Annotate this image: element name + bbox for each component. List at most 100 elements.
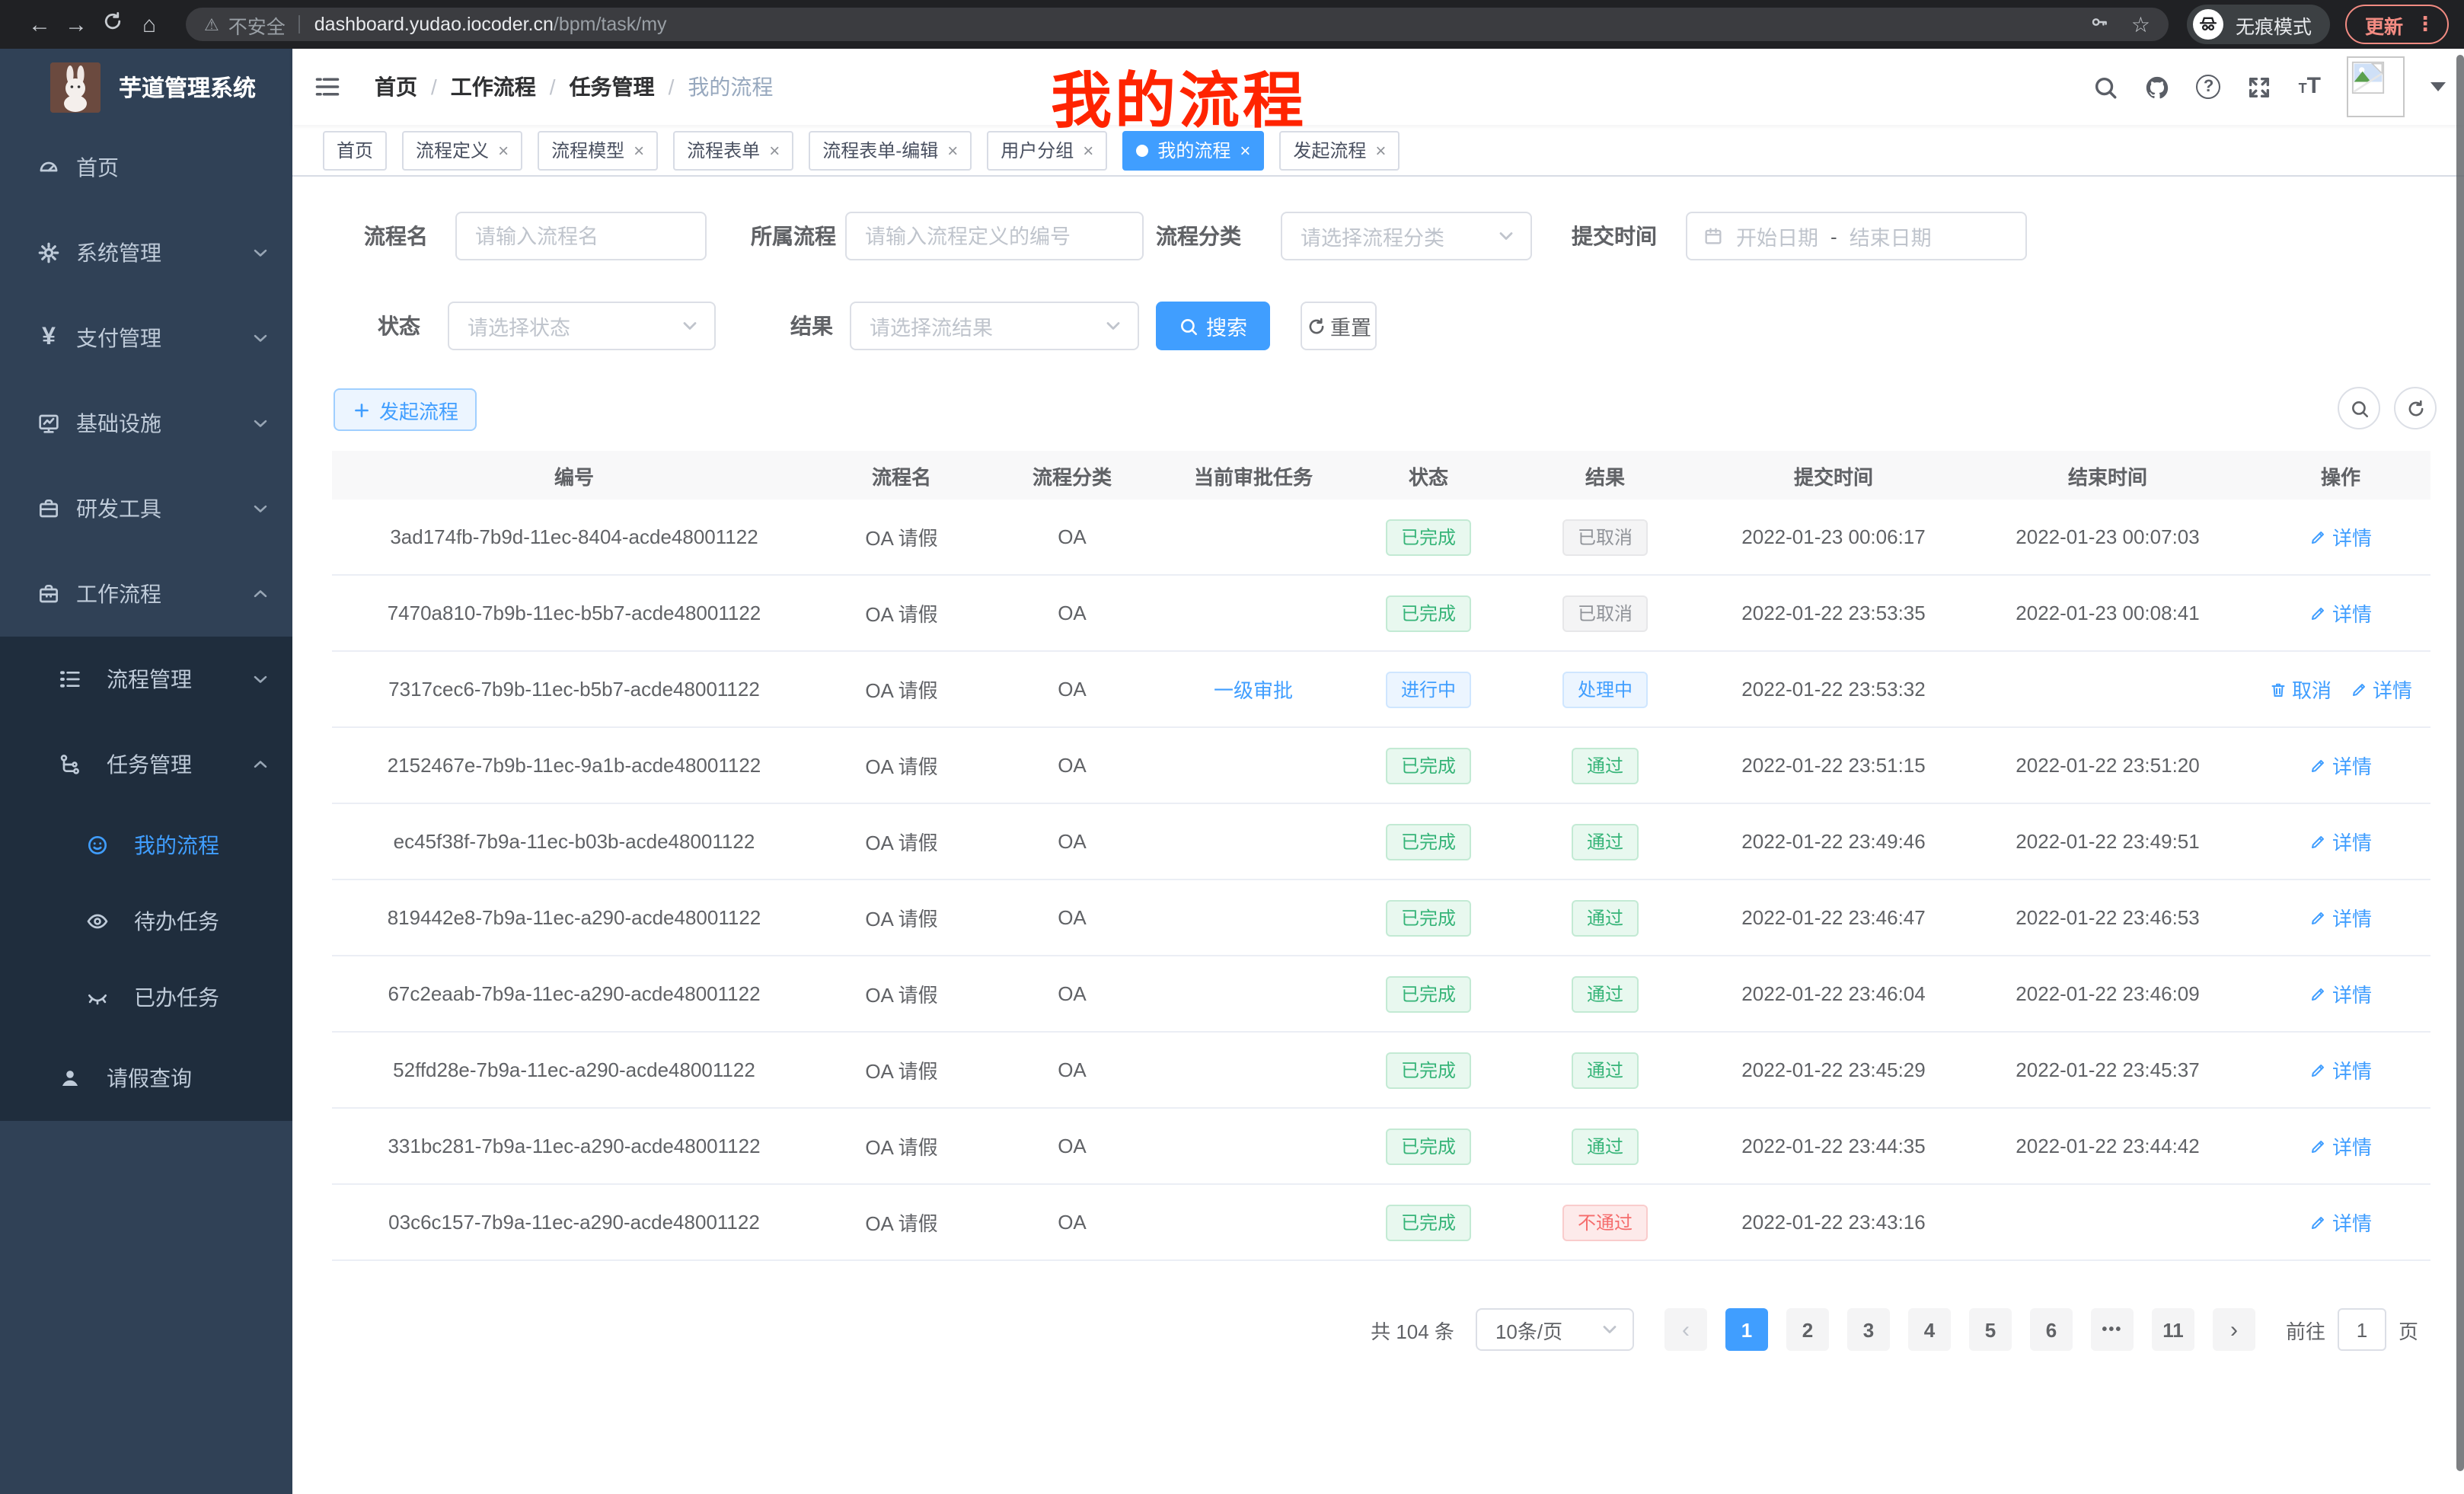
detail-link[interactable]: 详情 [2309,599,2372,627]
key-icon[interactable] [2090,12,2110,37]
search-button[interactable]: 搜索 [1156,302,1270,350]
update-button[interactable]: 更新 ⋮ [2344,5,2449,44]
tab-首页[interactable]: 首页 [323,130,388,170]
submit-time: 2022-01-22 23:43:16 [1741,1211,1926,1234]
fullscreen-icon[interactable] [2247,74,2273,100]
sidebar-item-infra[interactable]: 基础设施 [0,381,292,466]
page-size-select[interactable]: 10条/页 [1475,1308,1634,1351]
sidebar-item-home[interactable]: 首页 [0,125,292,210]
close-icon[interactable]: × [947,139,959,161]
tab-label: 流程表单-编辑 [822,140,939,161]
tab-发起流程[interactable]: 发起流程 × [1279,130,1400,170]
sidebar-item-label: 任务管理 [107,752,192,777]
reset-button[interactable]: 重置 [1301,302,1377,350]
detail-link[interactable]: 详情 [2309,979,2372,1008]
close-icon[interactable]: × [498,139,509,161]
next-page-button[interactable]: › [2212,1308,2255,1351]
back-icon[interactable]: ← [28,11,51,37]
bookmark-star-icon[interactable]: ☆ [2130,11,2150,36]
process-id: 7317cec6-7b9b-11ec-b5b7-acde48001122 [388,678,760,701]
flow-icon [58,752,82,777]
detail-link[interactable]: 详情 [2309,522,2372,551]
detail-link[interactable]: 详情 [2309,903,2372,932]
tab-流程表单[interactable]: 流程表单 × [673,130,794,170]
prev-page-button[interactable]: ‹ [1664,1308,1707,1351]
status-select[interactable]: 请选择状态 [448,302,716,350]
table-row: 52ffd28e-7b9a-11ec-a290-acde48001122 OA 请… [332,1033,2430,1109]
toggle-search-button[interactable] [2338,387,2380,429]
date-separator: - [1830,225,1837,247]
category-select[interactable]: 请选择流程分类 [1281,212,1532,260]
logo-image [50,62,101,112]
detail-link[interactable]: 详情 [2309,1132,2372,1160]
content: 流程名 所属流程 流程分类 请选择流程分类 提交时间 开始日期 - 结束日期 状… [292,177,2464,1494]
home-icon[interactable]: ⌂ [142,11,157,37]
avatar[interactable] [2347,56,2405,117]
detail-link[interactable]: 详情 [2309,827,2372,856]
refresh-button[interactable] [2394,387,2437,429]
search-icon[interactable] [2093,74,2119,100]
sidebar-item-leave-query[interactable]: 请假查询 [0,1036,292,1121]
process-definition-input[interactable] [845,212,1144,260]
cancel-link[interactable]: 取消 [2269,675,2332,704]
close-icon[interactable]: × [1375,139,1387,161]
goto-page-input[interactable] [2337,1308,2386,1351]
end-time: 2022-01-22 23:46:09 [2016,982,2200,1005]
create-process-button[interactable]: 发起流程 [334,388,477,431]
font-size-icon[interactable]: TT [2298,73,2321,99]
collapse-menu-icon[interactable] [314,73,341,101]
sidebar-item-workflow[interactable]: 工作流程 [0,551,292,637]
sidebar-item-process-mgmt[interactable]: 流程管理 [0,637,292,722]
page-button-11[interactable]: 11 [2151,1308,2194,1351]
forward-icon[interactable]: → [65,11,88,37]
task-link[interactable]: 一级审批 [1213,679,1293,702]
page-button-1[interactable]: 1 [1725,1308,1768,1351]
tab-用户分组[interactable]: 用户分组 × [987,130,1108,170]
detail-link[interactable]: 详情 [2350,675,2412,704]
breadcrumb-workflow[interactable]: 工作流程 [450,75,536,99]
detail-link[interactable]: 详情 [2309,751,2372,780]
page-button-2[interactable]: 2 [1786,1308,1829,1351]
breadcrumb-task-mgmt[interactable]: 任务管理 [569,75,655,99]
help-icon[interactable]: ? [2196,75,2221,99]
app-title: 芋道管理系统 [119,75,257,101]
sidebar-item-task-mgmt[interactable]: 任务管理 [0,722,292,807]
page-button-3[interactable]: 3 [1846,1308,1890,1351]
tab-流程表单-编辑[interactable]: 流程表单-编辑 × [809,130,972,170]
sidebar-item-dev-tools[interactable]: 研发工具 [0,466,292,551]
page-button-4[interactable]: 4 [1907,1308,1951,1351]
sidebar-item-system[interactable]: 系统管理 [0,210,292,295]
app-logo[interactable]: 芋道管理系统 [0,49,292,125]
reload-icon[interactable] [94,11,131,38]
process-name: OA 请假 [865,679,938,702]
column-header: 操作 [2320,465,2360,488]
address-bar[interactable]: ⚠ 不安全 dashboard.yudao.iocoder.cn/bpm/tas… [186,8,2169,41]
detail-link[interactable]: 详情 [2309,1055,2372,1084]
close-icon[interactable]: × [634,139,645,161]
close-icon[interactable]: × [769,139,780,161]
avatar-caret-icon[interactable] [2430,82,2446,91]
page-button-5[interactable]: 5 [1968,1308,2012,1351]
sidebar-item-todo-tasks[interactable]: 待办任务 [0,883,292,959]
scrollbar[interactable] [2456,55,2464,1471]
page-ellipsis-button[interactable]: ••• [2090,1308,2134,1351]
process-name-input[interactable] [455,212,707,260]
close-icon[interactable]: × [1240,139,1251,161]
column-header: 结果 [1585,465,1625,488]
sidebar-item-my-process[interactable]: 我的流程 [0,807,292,883]
sidebar-item-payment[interactable]: ¥ 支付管理 [0,295,292,381]
tab-流程模型[interactable]: 流程模型 × [538,130,659,170]
result-select[interactable]: 请选择流结果 [850,302,1139,350]
page-button-6[interactable]: 6 [2029,1308,2073,1351]
breadcrumb-home[interactable]: 首页 [375,75,417,99]
tab-我的流程[interactable]: 我的流程 × [1122,130,1265,170]
sidebar-item-done-tasks[interactable]: 已办任务 [0,959,292,1036]
detail-link[interactable]: 详情 [2309,1208,2372,1237]
edit-icon [2309,985,2328,1003]
menu-dots-icon[interactable]: ⋮ [2415,12,2435,35]
end-time: 2022-01-22 23:49:51 [2016,830,2200,853]
close-icon[interactable]: × [1083,139,1094,161]
tab-流程定义[interactable]: 流程定义 × [402,130,523,170]
date-range-picker[interactable]: 开始日期 - 结束日期 [1686,212,2027,260]
github-icon[interactable] [2145,74,2171,100]
